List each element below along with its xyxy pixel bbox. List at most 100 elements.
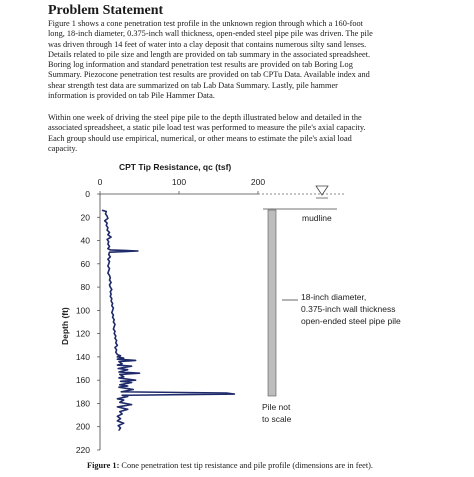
- paragraph-2-line: capacity.: [48, 143, 78, 153]
- cpt-data-point: [110, 300, 112, 302]
- cpt-data-point: [117, 424, 119, 427]
- cpt-tip-resistance-line: [102, 209, 236, 431]
- cpt-data-point: [108, 253, 110, 256]
- cpt-data-point: [115, 335, 117, 337]
- pile-description-line-1: 18-inch diameter,: [301, 292, 366, 302]
- cpt-data-point: [115, 342, 117, 344]
- cpt-data-point: [109, 249, 111, 251]
- cpt-data-point: [119, 380, 122, 382]
- caption-label: Figure 1:: [87, 461, 120, 470]
- cpt-data-point: [112, 316, 114, 318]
- cpt-data-point: [106, 229, 108, 231]
- cpt-data-point: [109, 277, 111, 279]
- cpt-data-point: [105, 210, 107, 213]
- cpt-data-point: [120, 391, 122, 393]
- cpt-data-point: [108, 270, 110, 272]
- cpt-data-point: [116, 358, 118, 360]
- cpt-data-point: [111, 298, 113, 300]
- cpt-data-point: [107, 217, 109, 220]
- cpt-data-point: [127, 385, 129, 387]
- cpt-data-point: [105, 224, 107, 227]
- cpt-data-point: [112, 321, 115, 323]
- cpt-data-point: [108, 263, 110, 265]
- x-tick-label: 200: [251, 177, 265, 187]
- cpt-data-point: [108, 284, 111, 286]
- cpt-data-point: [108, 260, 111, 263]
- x-tick-label: 0: [98, 177, 103, 187]
- cpt-data-point: [118, 429, 120, 431]
- pile-note-line-1: Pile not: [262, 402, 291, 412]
- cpt-data-point: [127, 408, 129, 410]
- x-tick-label: 100: [172, 177, 186, 187]
- cpt-data-point: [131, 404, 133, 406]
- paragraph-1-line: was driven through 14 feet of water into…: [48, 39, 367, 49]
- cpt-data-point: [108, 241, 110, 243]
- cpt-data-point: [225, 392, 227, 394]
- cpt-data-point: [123, 422, 125, 424]
- cpt-data-point: [134, 379, 137, 381]
- cpt-data-point: [104, 220, 106, 222]
- paragraph-2-line: Each group should use empirical, numeric…: [48, 133, 352, 143]
- chart-title: CPT Tip Resistance, qc (tsf): [119, 162, 232, 172]
- paragraph-2: Within one week of driving the steel pip…: [48, 113, 428, 154]
- cpt-data-point: [118, 360, 120, 363]
- cpt-data-point: [127, 369, 129, 371]
- paragraph-1-line: Boring log information and standard pene…: [48, 60, 353, 70]
- cpt-data-point: [116, 398, 118, 400]
- cpt-data-point: [107, 227, 109, 229]
- y-tick-label: 100: [76, 305, 90, 315]
- cpt-data-point: [109, 291, 111, 293]
- x-tick-labels: 0 100 200: [98, 177, 265, 194]
- mudline-label: mudline: [302, 213, 332, 223]
- cpt-data-point: [121, 413, 123, 415]
- cpt-data-point: [111, 312, 113, 314]
- paragraph-1-line: information is provided on tab Pile Hamm…: [48, 91, 215, 101]
- y-axis-label: Depth (ft): [60, 307, 70, 345]
- cpt-data-point: [132, 388, 134, 391]
- cpt-data-point: [116, 344, 118, 346]
- cpt-data-point: [111, 305, 113, 307]
- y-tick-label: 80: [81, 282, 91, 292]
- cpt-data-point: [109, 295, 111, 297]
- cpt-data-point: [118, 371, 120, 373]
- cpt-data-point: [121, 363, 123, 365]
- cpt-data-point: [112, 307, 115, 309]
- cpt-data-point: [104, 213, 107, 215]
- cpt-data-point: [123, 357, 125, 359]
- cpt-data-point: [115, 349, 118, 351]
- cpt-data-point: [116, 406, 118, 408]
- cpt-data-point: [121, 394, 123, 396]
- cpt-data-point: [107, 272, 109, 274]
- cpt-data-point: [108, 274, 111, 277]
- y-tick-label: 160: [76, 375, 90, 385]
- cpt-data-point: [110, 281, 112, 284]
- pile-shape: [267, 209, 277, 397]
- cpt-data-point: [112, 302, 114, 304]
- y-tick-label: 120: [76, 329, 90, 339]
- cpt-data-point: [107, 248, 109, 250]
- cpt-data-point: [233, 393, 235, 395]
- paragraph-1-line: Figure 1 shows a cone penetration test p…: [48, 19, 363, 28]
- paragraph-1-line: shear strength test data are summarized …: [48, 80, 338, 90]
- figure-caption: Figure 1: Cone penetration test tip resi…: [87, 461, 373, 470]
- cpt-data-point: [114, 347, 116, 349]
- cpt-data-point: [115, 351, 117, 353]
- cpt-data-point: [106, 238, 108, 240]
- cpt-data-point: [101, 209, 103, 211]
- cpt-data-point: [107, 243, 109, 245]
- cpt-data-point: [114, 330, 116, 332]
- cpt-data-point: [108, 267, 111, 270]
- cpt-data-point: [127, 395, 129, 398]
- cpt-data-point: [116, 356, 118, 358]
- cpt-data-point: [137, 250, 139, 252]
- cpt-data-point: [123, 376, 125, 378]
- cpt-data-point: [108, 245, 111, 247]
- paragraph-1-line: Summary. Piezocone penetration test resu…: [48, 70, 370, 80]
- cpt-data-point: [112, 309, 114, 311]
- y-tick-labels: 0 20 40 60 80 100 120 140 160 180 200 220: [76, 189, 100, 455]
- cpt-data-point: [116, 364, 118, 366]
- cpt-data-point: [131, 365, 133, 367]
- cpt-data-points: [101, 209, 235, 431]
- cpt-data-point: [119, 373, 121, 375]
